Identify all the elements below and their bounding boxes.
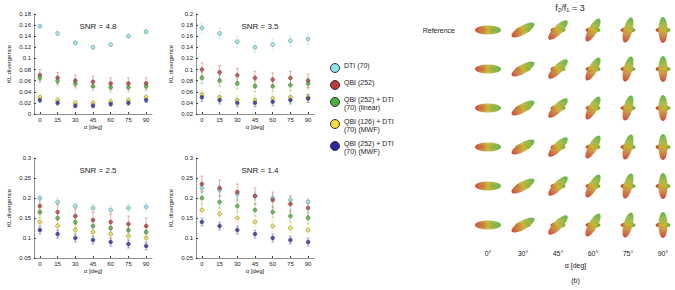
svg-text:60: 60 xyxy=(107,117,114,123)
svg-text:90: 90 xyxy=(143,261,150,267)
svg-text:(b): (b) xyxy=(571,277,580,285)
svg-text:0.05: 0.05 xyxy=(181,255,193,261)
svg-text:75: 75 xyxy=(125,261,132,267)
svg-text:0.2: 0.2 xyxy=(185,195,194,201)
html-text:QBI (252) + DTI (70) (MWF): QBI (252) + DTI (70) (MWF) xyxy=(344,140,394,155)
svg-text:KL divergence: KL divergence xyxy=(6,188,12,227)
svg-text:30: 30 xyxy=(234,117,241,123)
svg-text:KL divergence: KL divergence xyxy=(168,44,174,83)
svg-text:60: 60 xyxy=(269,117,276,123)
svg-text:0: 0 xyxy=(200,261,204,267)
svg-text:0.1: 0.1 xyxy=(185,235,194,241)
svg-text:α [deg]: α [deg] xyxy=(565,262,587,270)
svg-text:0.02: 0.02 xyxy=(181,111,193,117)
svg-text:15: 15 xyxy=(54,117,61,123)
svg-text:0.12: 0.12 xyxy=(181,55,193,61)
svg-text:f₂/f₁ = 3: f₂/f₁ = 3 xyxy=(555,3,584,13)
svg-text:SNR = 1.4: SNR = 1.4 xyxy=(241,166,279,175)
svg-text:30: 30 xyxy=(72,117,79,123)
svg-text:0.08: 0.08 xyxy=(181,78,193,84)
svg-text:45: 45 xyxy=(252,117,259,123)
svg-text:60: 60 xyxy=(107,261,114,267)
svg-text:0: 0 xyxy=(200,117,204,123)
svg-text:45: 45 xyxy=(90,117,97,123)
svg-text:0: 0 xyxy=(28,111,32,117)
svg-text:15: 15 xyxy=(216,117,223,123)
html-text:QBI (126) + DTI (70) (MWF): QBI (126) + DTI (70) (MWF) xyxy=(344,118,394,133)
html-text:QBI (252): QBI (252) xyxy=(344,79,375,86)
svg-text:KL divergence: KL divergence xyxy=(6,44,12,83)
svg-text:15: 15 xyxy=(54,261,61,267)
svg-text:α [deg]: α [deg] xyxy=(84,124,103,130)
svg-text:75°: 75° xyxy=(623,250,634,257)
svg-text:45: 45 xyxy=(252,261,259,267)
svg-text:45: 45 xyxy=(90,261,97,267)
svg-text:75: 75 xyxy=(287,117,294,123)
svg-text:15: 15 xyxy=(216,261,223,267)
svg-text:SNR = 3.5: SNR = 3.5 xyxy=(241,22,279,31)
svg-text:60: 60 xyxy=(269,261,276,267)
svg-text:30: 30 xyxy=(72,261,79,267)
svg-text:α [deg]: α [deg] xyxy=(246,124,265,130)
svg-text:SNR = 2.5: SNR = 2.5 xyxy=(79,166,117,175)
svg-text:30: 30 xyxy=(234,261,241,267)
svg-text:30°: 30° xyxy=(518,250,529,257)
svg-text:0.18: 0.18 xyxy=(19,11,31,17)
svg-text:0.12: 0.12 xyxy=(19,44,31,50)
svg-text:90: 90 xyxy=(305,261,312,267)
svg-text:0.1: 0.1 xyxy=(185,67,194,73)
svg-text:0.06: 0.06 xyxy=(181,89,193,95)
svg-text:0.15: 0.15 xyxy=(19,215,31,221)
svg-text:0.05: 0.05 xyxy=(19,255,31,261)
svg-text:0.14: 0.14 xyxy=(181,44,193,50)
svg-text:0.1: 0.1 xyxy=(23,235,32,241)
svg-text:0.3: 0.3 xyxy=(23,155,32,161)
svg-text:0: 0 xyxy=(38,261,42,267)
svg-text:0.16: 0.16 xyxy=(181,33,193,39)
svg-text:0.15: 0.15 xyxy=(181,215,193,221)
svg-text:0.25: 0.25 xyxy=(181,175,193,181)
svg-text:Reference: Reference xyxy=(423,27,455,34)
svg-text:0.1: 0.1 xyxy=(23,55,32,61)
svg-text:KL divergence: KL divergence xyxy=(168,188,174,227)
svg-text:0.04: 0.04 xyxy=(181,100,193,106)
svg-text:0.2: 0.2 xyxy=(185,11,194,17)
svg-text:0.16: 0.16 xyxy=(19,22,31,28)
svg-text:α [deg]: α [deg] xyxy=(246,268,265,274)
svg-text:90: 90 xyxy=(143,117,150,123)
svg-text:0.02: 0.02 xyxy=(19,100,31,106)
svg-text:0.04: 0.04 xyxy=(19,89,31,95)
svg-text:75: 75 xyxy=(287,261,294,267)
svg-text:0°: 0° xyxy=(485,250,492,257)
svg-text:75: 75 xyxy=(125,117,132,123)
svg-text:90°: 90° xyxy=(658,250,669,257)
svg-text:0.2: 0.2 xyxy=(23,195,32,201)
svg-text:0.3: 0.3 xyxy=(185,155,194,161)
html-text:DTI (70): DTI (70) xyxy=(344,62,370,69)
svg-text:0.08: 0.08 xyxy=(19,67,31,73)
svg-text:0.06: 0.06 xyxy=(19,78,31,84)
svg-text:0.25: 0.25 xyxy=(19,175,31,181)
svg-text:α [deg]: α [deg] xyxy=(84,268,103,274)
svg-text:90: 90 xyxy=(305,117,312,123)
svg-text:60°: 60° xyxy=(588,250,599,257)
svg-text:0.18: 0.18 xyxy=(181,22,193,28)
svg-text:0: 0 xyxy=(38,117,42,123)
svg-text:0.14: 0.14 xyxy=(19,33,31,39)
html-text:QBI (252) + DTI (70) (linear): QBI (252) + DTI (70) (linear) xyxy=(344,96,394,111)
svg-text:SNR = 4.8: SNR = 4.8 xyxy=(79,22,117,31)
svg-text:45°: 45° xyxy=(553,250,564,257)
